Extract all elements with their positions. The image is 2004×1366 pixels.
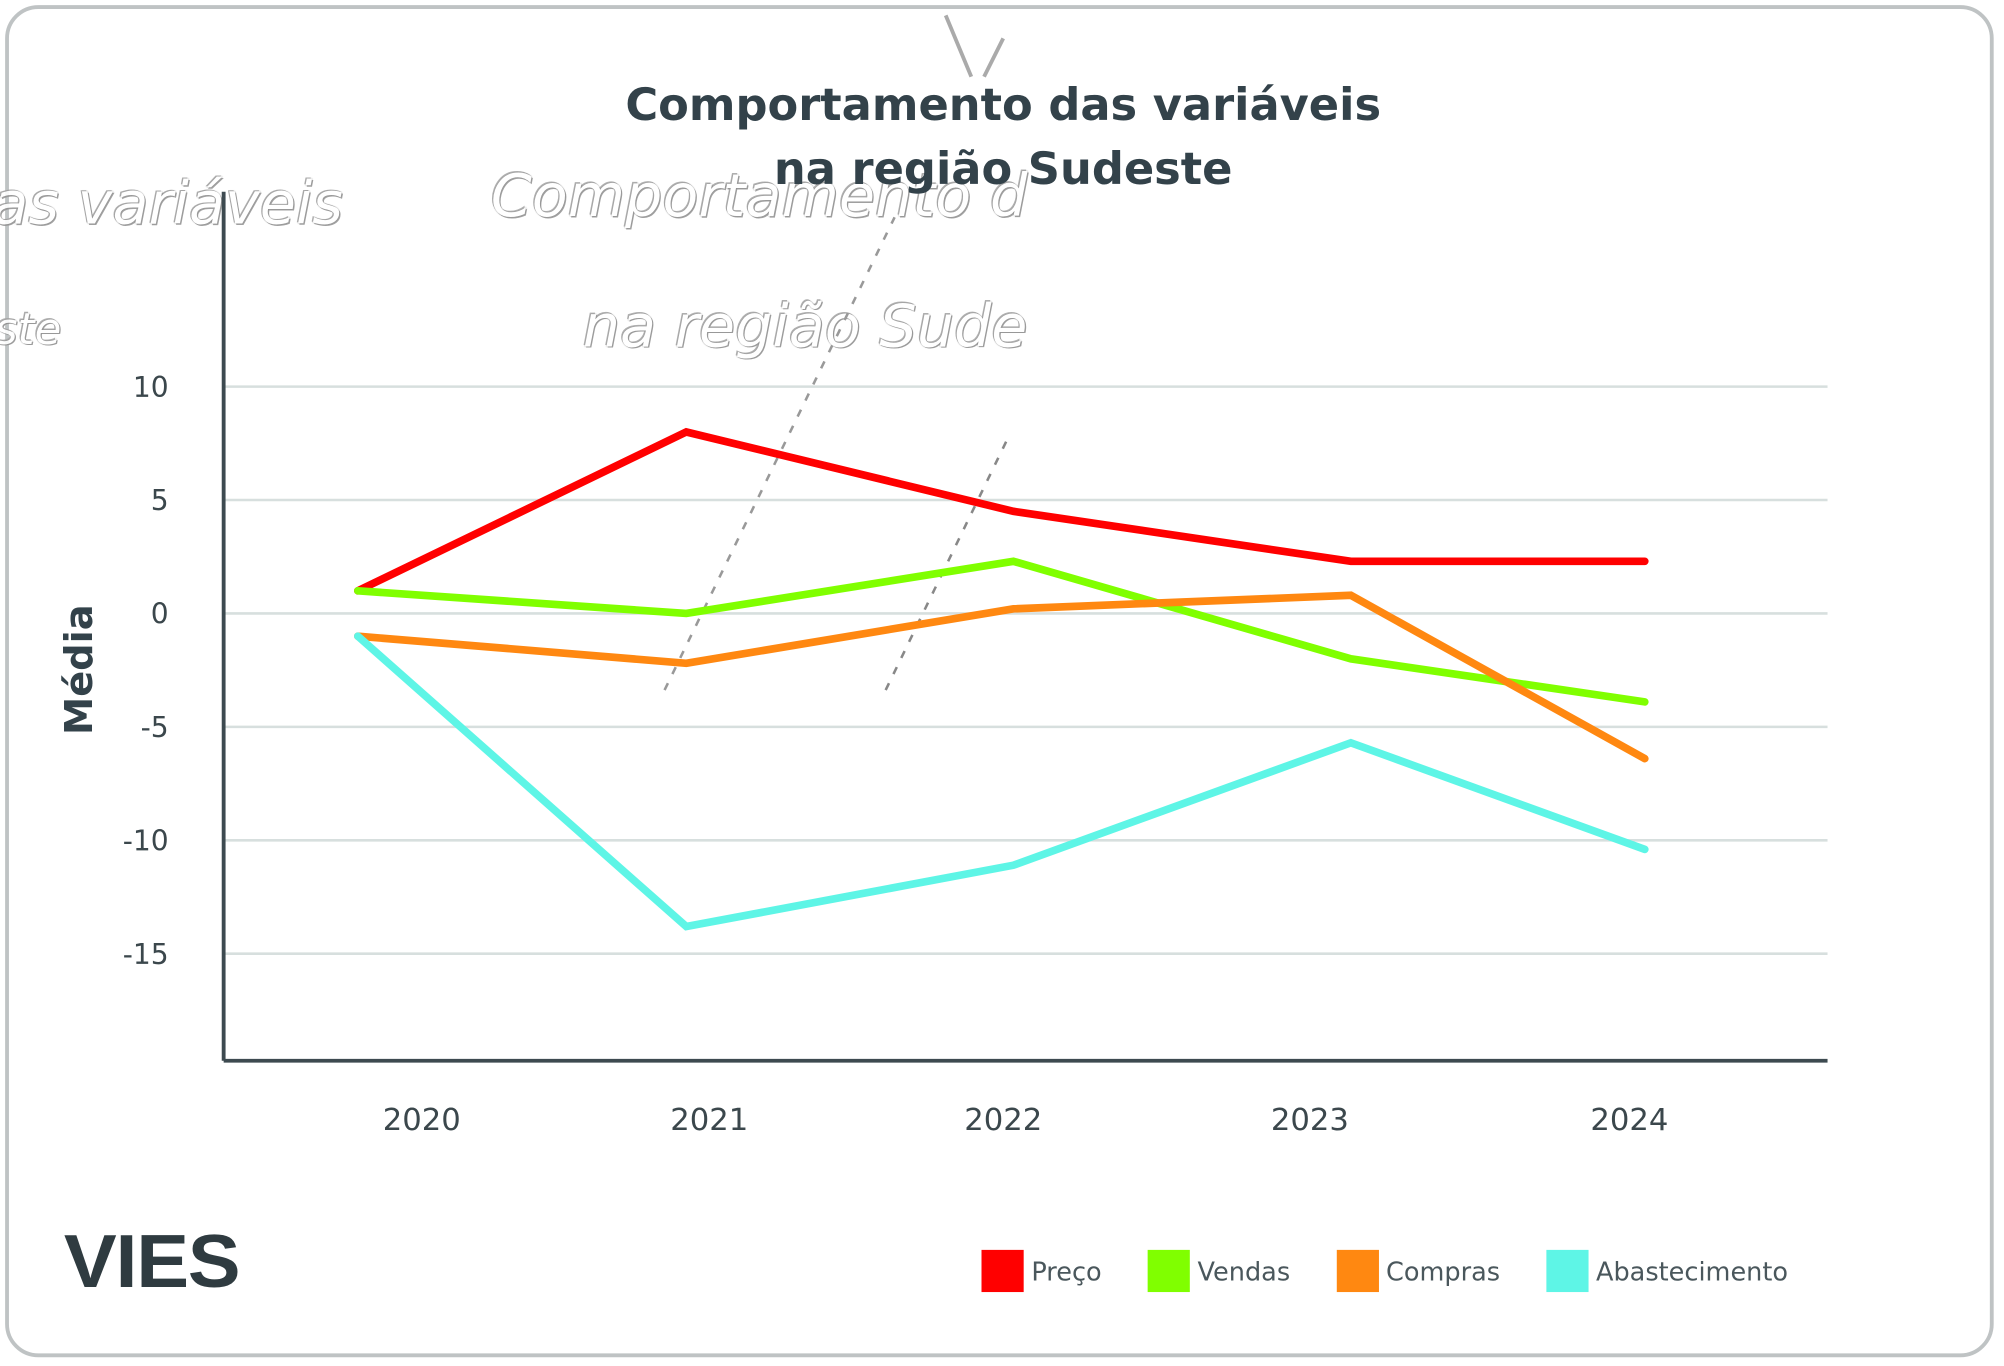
y-tick-label: 5 (151, 484, 169, 517)
series-line-vendas (354, 557, 1649, 706)
x-tick-label: 2021 (670, 1103, 748, 1138)
vies-logo: VIES (63, 1220, 241, 1304)
x-tick-labels: 2020 2021 2022 2023 2024 (383, 1103, 1669, 1138)
ghost-title-fragment-left: as variáveis (0, 168, 343, 238)
gridlines (223, 385, 1828, 955)
legend-item: Compras (1336, 1249, 1501, 1293)
series-lines (354, 427, 1649, 931)
decorative-dashes (663, 14, 1011, 691)
y-tick-label: -5 (141, 711, 169, 744)
axes (221, 191, 1828, 1063)
legend-item: Vendas (1147, 1249, 1291, 1293)
y-axis-label: Média (57, 604, 102, 735)
legend-label: Compras (1386, 1255, 1501, 1287)
legend-label: Preço (1031, 1255, 1102, 1287)
ghost-title-fragment-center: Comportamento d (490, 161, 1028, 231)
series-line-compras (354, 591, 1649, 763)
decorative-check-mark (943, 14, 1005, 78)
y-tick-label: 0 (151, 598, 169, 631)
chart-title: Comportamento das variáveis na região Su… (486, 74, 1521, 202)
chart-frame (5, 5, 1994, 1358)
y-tick-label: -10 (123, 825, 169, 858)
decorative-dash-line (884, 433, 1011, 691)
legend-label: Abastecimento (1595, 1255, 1789, 1287)
series-line-abastecimento (354, 632, 1649, 931)
legend-swatch (1147, 1249, 1190, 1293)
legend-swatch (981, 1249, 1024, 1293)
legend-swatch (1336, 1249, 1379, 1293)
chart-title-line-2: na região Sudeste (773, 144, 1233, 196)
chart-title-line-1: Comportamento das variáveis (625, 80, 1382, 132)
x-tick-label: 2022 (964, 1103, 1042, 1138)
y-tick-label: 10 (133, 371, 169, 404)
legend-item: Abastecimento (1546, 1249, 1789, 1293)
legend-item: Preço (981, 1249, 1102, 1293)
y-tick-labels: 10 5 0 -5 -10 -15 (123, 371, 169, 971)
ghost-title-fragment-left-2: ste (0, 304, 62, 356)
x-tick-label: 2024 (1590, 1103, 1668, 1138)
x-tick-label: 2023 (1271, 1103, 1349, 1138)
x-tick-label: 2020 (383, 1103, 461, 1138)
chart-legend: Preço Vendas Compras Abastecimento (981, 1249, 1835, 1293)
legend-label: Vendas (1197, 1255, 1291, 1287)
y-tick-label: -15 (123, 938, 169, 971)
legend-swatch (1546, 1249, 1589, 1293)
series-line-preço (354, 427, 1649, 595)
ghost-title-fragment-center-2: na região Sude (582, 291, 1028, 361)
